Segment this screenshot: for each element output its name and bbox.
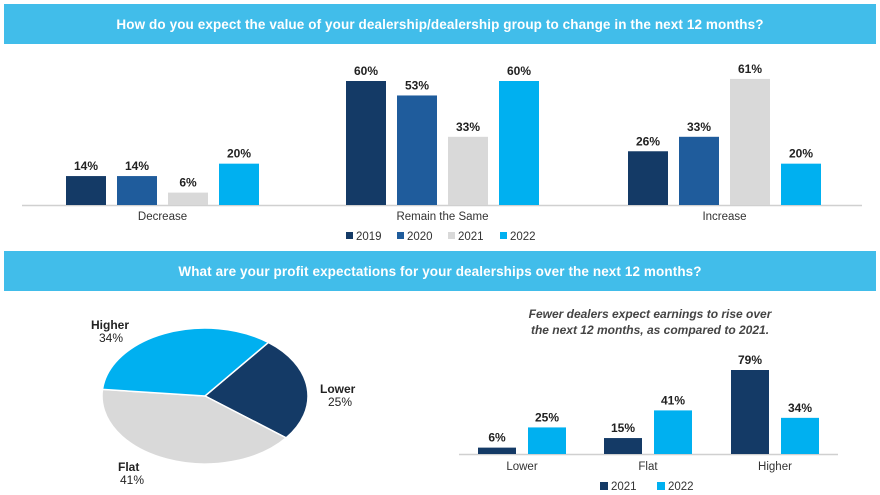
data-label-2019-remain-the-same: 60% [354, 64, 378, 78]
pie-label-name-flat: Flat [118, 460, 139, 474]
category-label-increase: Increase [702, 211, 746, 223]
pie-label-value-flat: 41% [120, 473, 144, 487]
value-question-banner: How do you expect the value of your deal… [4, 4, 876, 44]
legend-label-2021: 2021 [458, 231, 484, 243]
value-question-title: How do you expect the value of your deal… [116, 16, 764, 32]
bar-2021-remain-the-same [448, 136, 488, 205]
legend-label-2020: 2020 [407, 231, 433, 243]
legend-swatch-2019 [346, 232, 353, 239]
pie-slice-lower [203, 341, 309, 439]
pie-label-name-higher: Higher [91, 318, 129, 332]
bar-2022-higher [781, 417, 819, 454]
bar-2019-remain-the-same [346, 81, 386, 205]
legend-swatch-2022 [500, 232, 507, 239]
data-label-2022-increase: 20% [789, 147, 813, 161]
pie-slice-higher [101, 327, 270, 397]
bar-2021-lower [478, 447, 516, 454]
data-label-2021-increase: 61% [738, 62, 762, 76]
bar-2021-flat [604, 438, 642, 454]
category-label-lower: Lower [506, 461, 537, 473]
category-label-higher: Higher [758, 461, 792, 473]
bar-2020-decrease [117, 176, 157, 205]
data-label-2020-decrease: 14% [125, 159, 149, 173]
legend-swatch-2021 [600, 482, 608, 490]
category-label-remain-the-same: Remain the Same [396, 211, 488, 223]
data-label-2021-decrease: 6% [179, 176, 197, 190]
data-label-2022-flat: 41% [661, 393, 685, 407]
data-label-2022-lower: 25% [535, 410, 559, 424]
legend-label-2019: 2019 [356, 231, 382, 243]
bar-2022-lower [528, 427, 566, 454]
bar-2020-remain-the-same [397, 95, 437, 205]
legend-swatch-2022 [657, 482, 665, 490]
data-label-2022-higher: 34% [788, 401, 812, 415]
bar-2020-increase [679, 136, 719, 205]
pie-label-name-lower: Lower [320, 382, 356, 396]
data-label-2019-increase: 26% [636, 134, 660, 148]
category-label-flat: Flat [638, 461, 658, 473]
legend-swatch-2021 [448, 232, 455, 239]
pie-label-value-higher: 34% [99, 331, 123, 345]
bar-2021-decrease [168, 192, 208, 205]
data-label-2021-flat: 15% [611, 421, 635, 435]
data-label-2020-remain-the-same: 53% [405, 78, 429, 92]
data-label-2021-higher: 79% [738, 353, 762, 367]
legend-label-2022: 2022 [510, 231, 536, 243]
category-label-decrease: Decrease [138, 211, 187, 223]
data-label-2019-decrease: 14% [74, 159, 98, 173]
pie-label-value-lower: 25% [328, 395, 352, 409]
legend-label-2021: 2021 [611, 481, 637, 493]
profit-question-banner: What are your profit expectations for yo… [4, 251, 876, 291]
comparison-note-line2: the next 12 months, as compared to 2021. [530, 323, 770, 337]
profit-question-title: What are your profit expectations for yo… [178, 263, 702, 279]
pie-slice-flat [101, 388, 288, 465]
comparison-note: Fewer dealers expect earnings to rise ov… [470, 306, 830, 338]
bar-2019-decrease [66, 176, 106, 205]
legend-swatch-2020 [397, 232, 404, 239]
bar-2022-flat [654, 410, 692, 454]
bar-2019-increase [628, 151, 668, 205]
bar-2022-decrease [219, 163, 259, 205]
data-label-2021-remain-the-same: 33% [456, 120, 480, 134]
bar-2021-increase [730, 78, 770, 205]
bar-2022-remain-the-same [499, 81, 539, 205]
data-label-2020-increase: 33% [687, 120, 711, 134]
bar-2022-increase [781, 163, 821, 205]
data-label-2021-lower: 6% [488, 431, 506, 445]
legend-label-2022: 2022 [668, 481, 694, 493]
data-label-2022-decrease: 20% [227, 147, 251, 161]
bar-2021-higher [731, 370, 769, 454]
comparison-note-line1: Fewer dealers expect earnings to rise ov… [528, 307, 772, 321]
data-label-2022-remain-the-same: 60% [507, 64, 531, 78]
